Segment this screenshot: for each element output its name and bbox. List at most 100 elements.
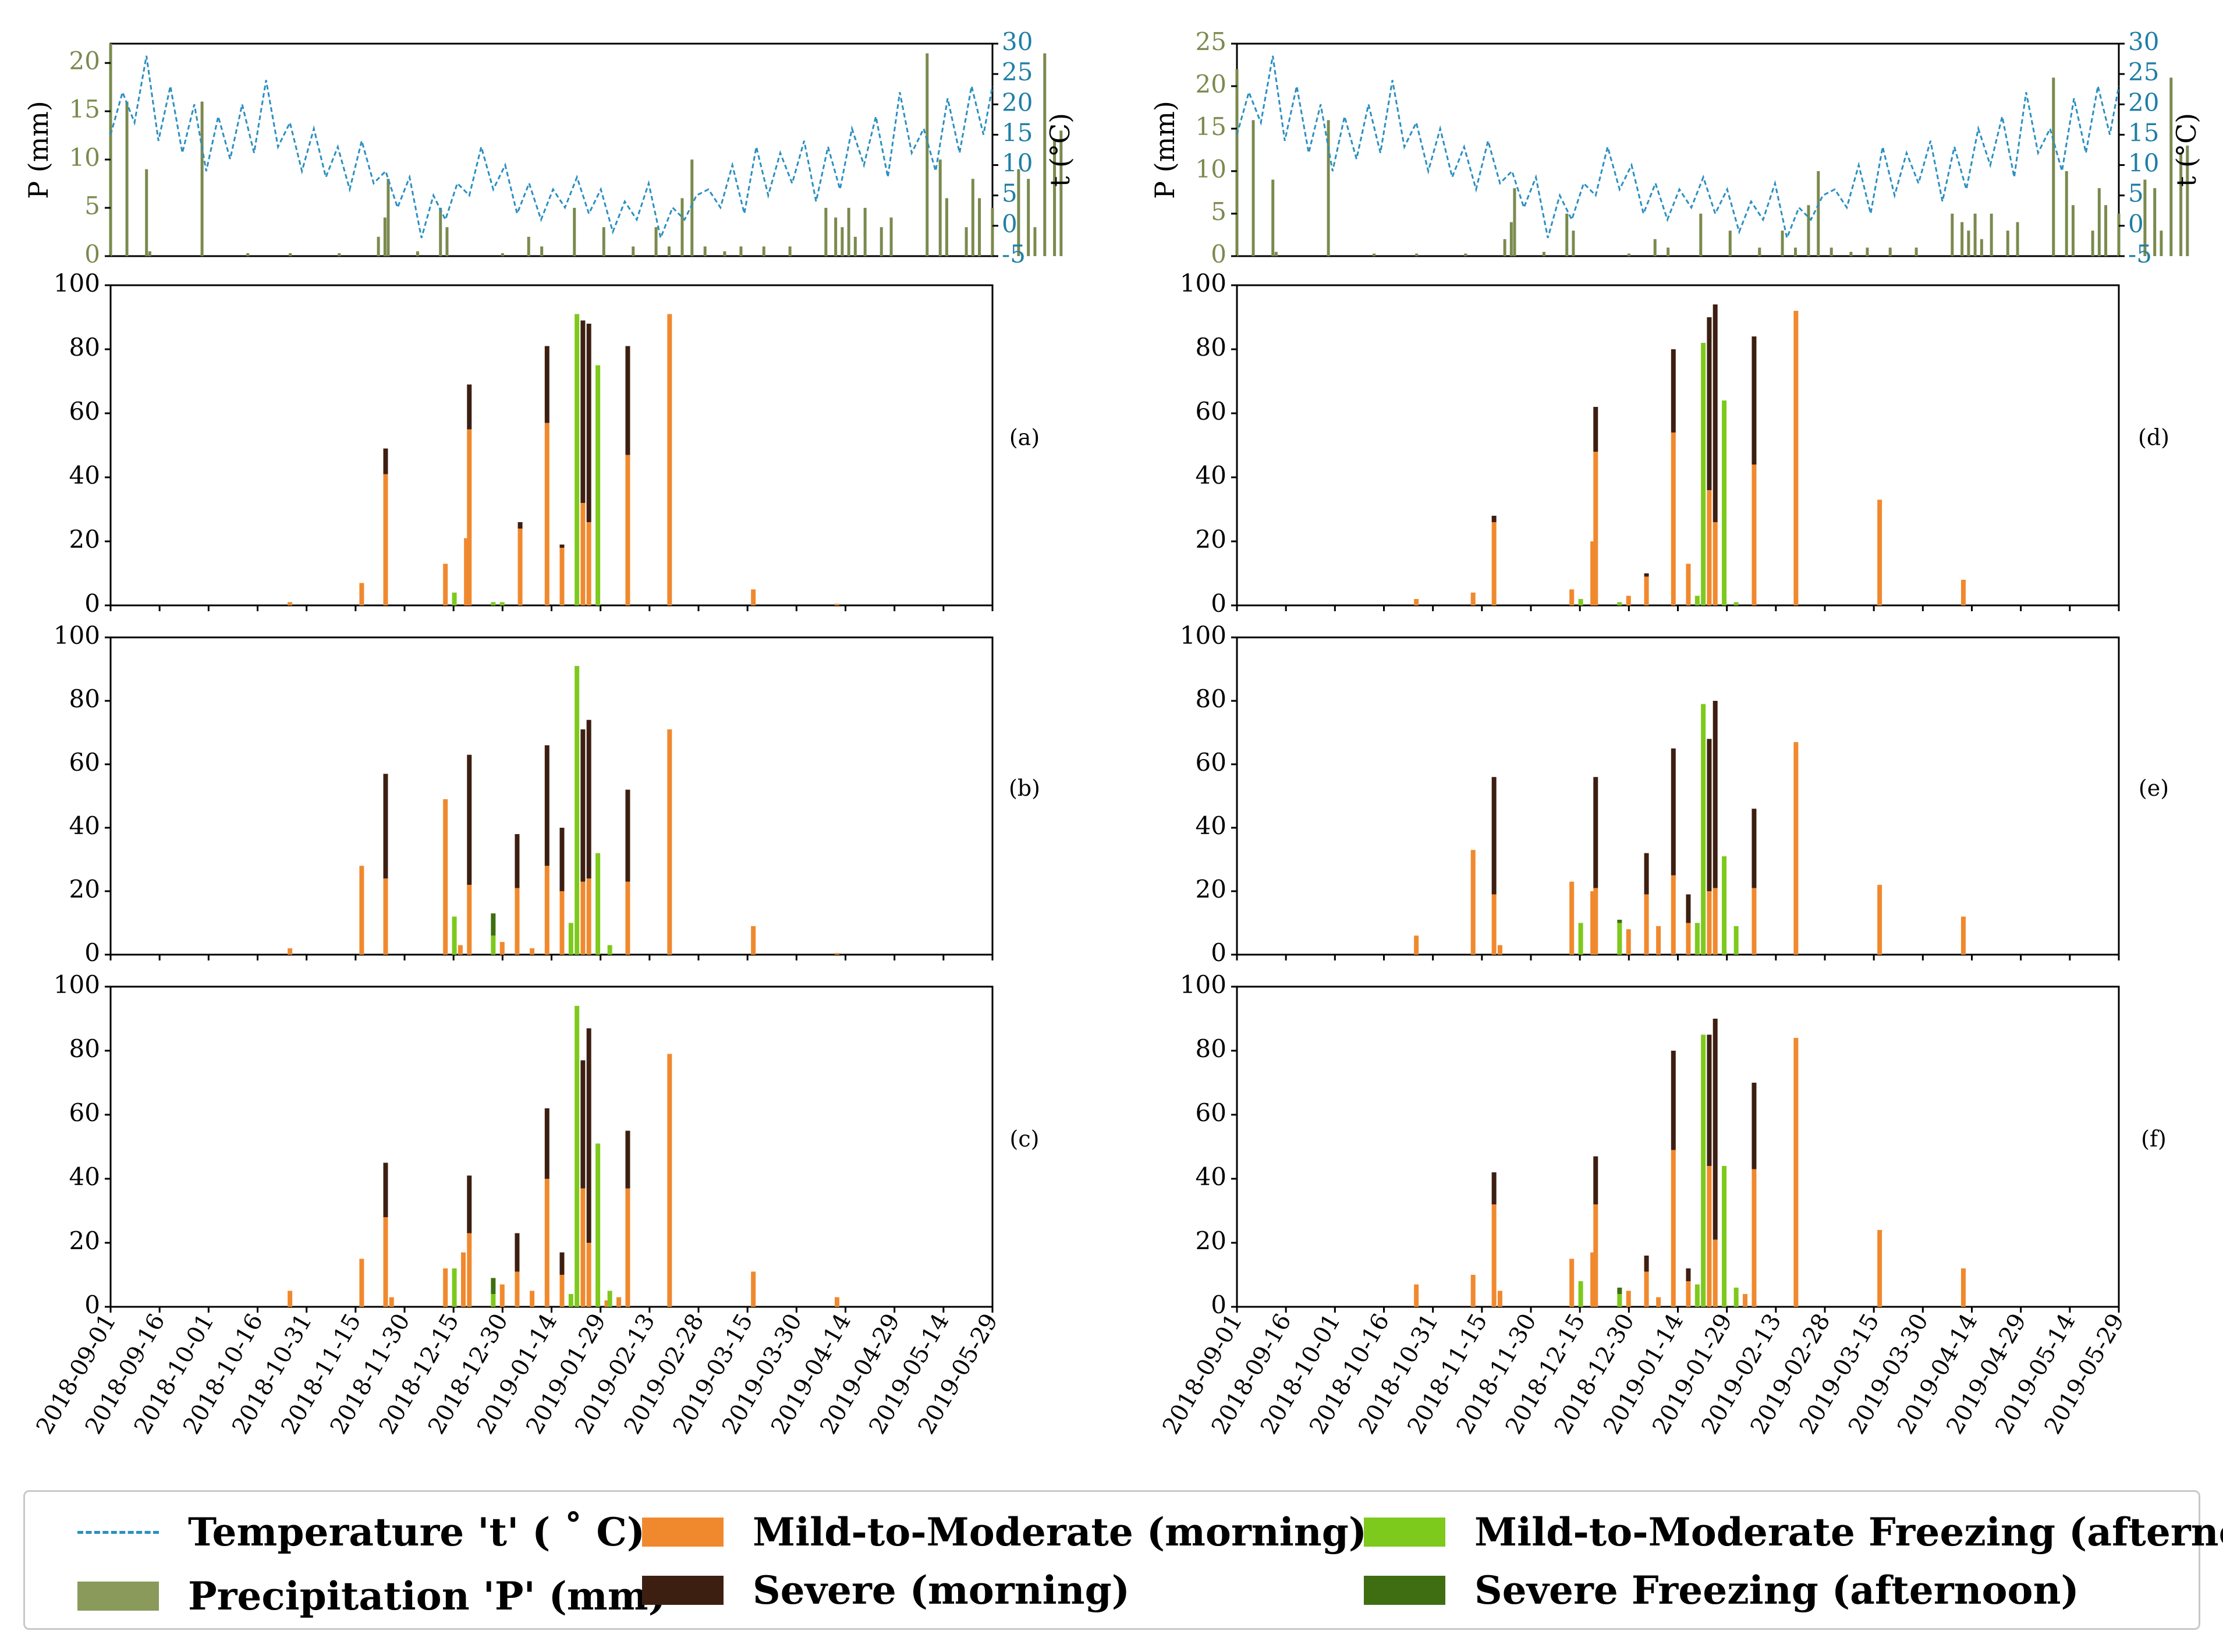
bar-mild-morning	[461, 1252, 466, 1307]
y-tick-label: 80	[1196, 685, 1226, 713]
panel-label: (e)	[2139, 775, 2169, 801]
bar-mild-morning	[1877, 1230, 1882, 1307]
precip-bar	[1849, 251, 1853, 256]
precip-bar	[289, 253, 292, 256]
bar-mild-morning	[559, 548, 565, 605]
bar-severe-morning	[559, 1252, 565, 1275]
precip-bar	[2169, 77, 2173, 256]
panel-label: (c)	[1010, 1126, 1040, 1152]
bar-severe-morning	[544, 1108, 549, 1179]
bar-mild-morning	[359, 583, 364, 605]
precip-bar	[1415, 253, 1419, 256]
legend-precipitation-label: Precipitation 'P' (mm)	[188, 1573, 666, 1619]
precip-bar	[1053, 140, 1056, 256]
bar-mild-afternoon	[1733, 926, 1739, 955]
bar-mild-morning	[1644, 894, 1649, 955]
y-tick-label: 40	[69, 1162, 100, 1191]
precip-bar	[1235, 69, 1239, 257]
bar-severe-morning	[1644, 573, 1649, 577]
risk-panel-c	[105, 985, 994, 1313]
t-tick-label: 20	[1002, 88, 1033, 116]
bar-mild-morning	[1793, 742, 1799, 955]
precip-bar	[1627, 253, 1630, 256]
t-tick-label: 20	[2128, 88, 2159, 116]
precip-bar	[938, 159, 942, 256]
bar-severe-morning	[467, 1175, 472, 1233]
bar-mild-morning	[458, 945, 463, 955]
bar-mild-morning	[288, 602, 293, 605]
precip-bar	[145, 169, 148, 256]
bar-severe-morning	[625, 1130, 630, 1189]
y-tick-label: 60	[69, 1098, 100, 1127]
bar-mild-morning	[1743, 1294, 1748, 1307]
y-tick-label: 0	[84, 938, 100, 967]
risk-frame	[1236, 636, 2120, 956]
temp-axis-title: t (°C)	[2171, 113, 2202, 187]
bar-mild-morning	[1593, 1204, 1598, 1307]
p-tick-label: 25	[1196, 27, 1226, 56]
bar-severe-morning	[467, 754, 472, 885]
t-tick-label: 10	[2128, 149, 2159, 178]
bar-mild-afternoon	[607, 1291, 612, 1307]
bar-severe-morning	[1713, 701, 1718, 888]
bar-mild-afternoon	[452, 916, 457, 955]
bar-mild-morning	[1626, 595, 1631, 605]
bar-mild-afternoon	[1694, 595, 1700, 605]
t-tick-label: 5	[1002, 179, 1017, 208]
bar-severe-morning	[544, 346, 549, 423]
bar-severe-morning	[1593, 777, 1598, 888]
legend-item-precipitation: Precipitation 'P' (mm)	[77, 1573, 666, 1619]
legend-mild-morning-label: Mild-to-Moderate (morning)	[753, 1509, 1367, 1555]
bar-mild-morning	[1491, 522, 1497, 605]
bar-severe-morning	[383, 774, 388, 879]
bar-mild-morning	[288, 1291, 293, 1307]
precip-bar	[1728, 231, 1732, 256]
y-tick-label: 20	[69, 525, 100, 554]
climate-panel-left	[105, 42, 1063, 257]
precip-bar	[338, 253, 341, 256]
precip-bar	[1817, 171, 1820, 256]
bar-severe-morning	[1713, 1019, 1718, 1240]
bar-mild-morning	[1877, 499, 1882, 605]
bar-mild-morning	[467, 1233, 472, 1307]
y-tick-label: 0	[84, 1291, 100, 1319]
bar-mild-afternoon	[1617, 923, 1622, 955]
t-tick-label: 0	[1002, 210, 1017, 238]
precip-bar	[1327, 120, 1330, 256]
risk-frame	[109, 985, 994, 1308]
bar-severe-morning	[1593, 407, 1598, 452]
bar-mild-afternoon	[452, 593, 457, 605]
precip-bar	[1794, 247, 1797, 256]
precip-bar	[1274, 251, 1278, 256]
bar-severe-morning	[1593, 1156, 1598, 1204]
precip-bar	[2091, 231, 2094, 256]
bar-mild-morning	[834, 604, 839, 605]
y-tick-label: 40	[69, 811, 100, 840]
y-tick-label: 60	[1196, 748, 1226, 777]
precip-bar	[847, 208, 850, 256]
precip-bar	[945, 198, 948, 256]
precip-bar	[1807, 205, 1810, 256]
bar-mild-morning	[359, 866, 364, 955]
precip-bar	[1866, 247, 1869, 256]
precip-bar	[1503, 239, 1506, 256]
bar-severe-morning	[1491, 1172, 1497, 1204]
severe-afternoon-swatch	[1364, 1576, 1445, 1605]
bar-mild-morning	[1960, 916, 1966, 955]
bar-mild-morning	[359, 1259, 364, 1307]
bar-severe-morning	[1644, 853, 1649, 895]
bar-mild-morning	[1752, 888, 1757, 955]
precip-bar	[1271, 179, 1275, 256]
bar-severe-morning	[1491, 516, 1497, 522]
bar-mild-morning	[383, 878, 388, 955]
precip-bar	[654, 227, 658, 256]
bar-mild-morning	[1414, 935, 1419, 955]
panel-label: (a)	[1009, 425, 1040, 451]
bar-severe-afternoon	[491, 913, 496, 936]
bar-mild-morning	[464, 538, 469, 605]
bar-mild-morning	[1497, 1291, 1502, 1307]
precip-bar	[1973, 214, 1977, 256]
temperature-line	[109, 55, 994, 241]
bar-mild-morning	[389, 1297, 394, 1307]
